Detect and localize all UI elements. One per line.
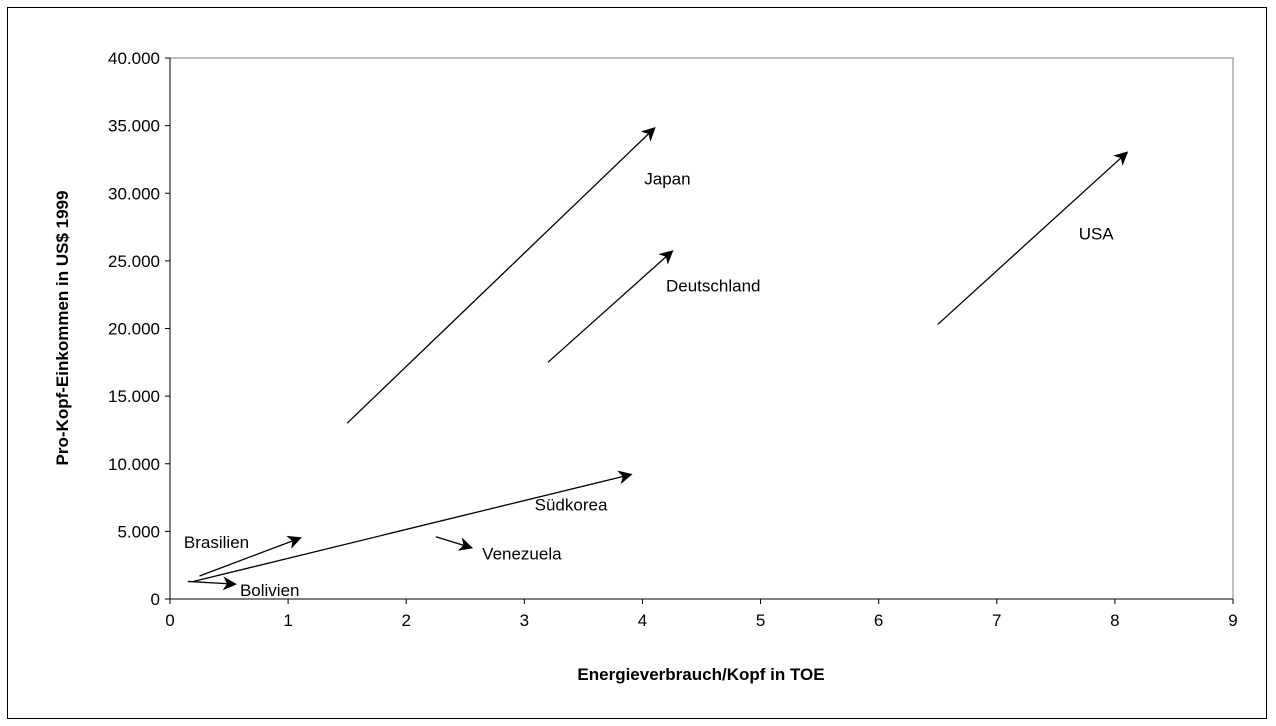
y-tick-label: 20.000: [108, 320, 160, 339]
x-tick-label: 2: [401, 611, 410, 630]
y-tick-label: 0: [151, 590, 160, 609]
x-tick-label: 8: [1110, 611, 1119, 630]
y-tick-label: 10.000: [108, 455, 160, 474]
x-tick-label: 7: [992, 611, 1001, 630]
arrow-bolivien: [187, 576, 237, 591]
label-bolivien: Bolivien: [240, 581, 300, 600]
y-tick-label: 30.000: [108, 184, 160, 203]
y-tick-label: 5.000: [117, 522, 160, 541]
x-tick-label: 4: [638, 611, 647, 630]
arrow-deutschland: [547, 250, 674, 363]
label-venezuela: Venezuela: [482, 545, 562, 564]
arrow-usa: [937, 151, 1129, 325]
x-tick-label: 0: [165, 611, 174, 630]
label-deutschland: Deutschland: [666, 276, 761, 295]
x-tick-label: 9: [1228, 611, 1237, 630]
label-japan: Japan: [644, 169, 690, 188]
y-tick-label: 15.000: [108, 387, 160, 406]
x-axis-title: Energieverbrauch/Kopf in TOE: [577, 665, 824, 684]
x-tick-label: 1: [283, 611, 292, 630]
arrow-s-dkorea: [193, 470, 633, 583]
y-tick-label: 40.000: [108, 49, 160, 68]
x-tick-label: 6: [874, 611, 883, 630]
label-usa: USA: [1079, 225, 1115, 244]
label-s-dkorea: Südkorea: [535, 496, 608, 515]
y-tick-label: 35.000: [108, 117, 160, 136]
arrow-brasilien: [199, 535, 302, 577]
label-brasilien: Brasilien: [184, 533, 249, 552]
arrow-japan: [346, 126, 656, 424]
y-axis-title: Pro-Kopf-Einkommen in US$ 1999: [53, 191, 72, 466]
x-tick-label: 3: [520, 611, 529, 630]
y-tick-label: 25.000: [108, 252, 160, 271]
x-tick-label: 5: [756, 611, 765, 630]
plot-area: [169, 57, 1234, 600]
arrow-venezuela: [435, 536, 474, 551]
